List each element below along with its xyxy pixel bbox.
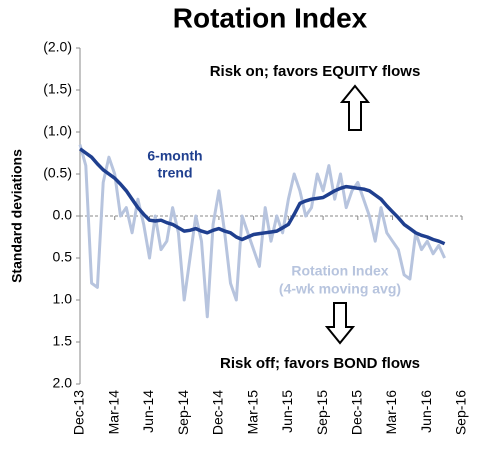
x-tick-label: Sep-15 [314, 390, 330, 435]
x-tick-label: Sep-14 [175, 390, 191, 435]
x-tick-label: Jun-16 [418, 390, 434, 433]
x-tick-label: Dec-13 [71, 390, 87, 435]
y-tick-label: 2.0 [53, 375, 73, 391]
y-tick-label: 1.5 [53, 333, 73, 349]
y-tick-label: (2.0) [43, 39, 72, 55]
y-tick-label: (1.5) [43, 81, 72, 97]
x-tick-label: Sep-16 [453, 390, 469, 435]
y-tick-label: 0.5 [53, 249, 73, 265]
series-label: trend [158, 165, 193, 181]
x-tick-label: Dec-14 [210, 390, 226, 435]
down-arrow [324, 302, 356, 345]
series-line [78, 147, 446, 246]
y-tick-label: (1.0) [43, 123, 72, 139]
y-tick-label: 1.0 [53, 291, 73, 307]
x-tick-label: Jun-15 [279, 390, 295, 433]
up-arrow [339, 84, 371, 131]
x-tick-label: Mar-16 [383, 390, 399, 435]
x-tick-label: Mar-15 [244, 390, 260, 435]
y-axis-label: Standard deviations [9, 149, 25, 283]
annotation: Risk off; favors BOND flows [220, 355, 420, 372]
y-tick-label: 0.0 [53, 207, 73, 223]
series-label: (4-wk moving avg) [279, 281, 401, 297]
x-tick-label: Mar-14 [105, 390, 121, 435]
series-label: 6-month [147, 148, 202, 164]
chart-title: Rotation Index [173, 2, 368, 33]
annotation: Risk on; favors EQUITY flows [210, 63, 421, 80]
y-tick-label: (0.5) [43, 165, 72, 181]
series-label: Rotation Index [291, 263, 388, 279]
x-tick-label: Jun-14 [140, 390, 156, 433]
x-tick-label: Dec-15 [349, 390, 365, 435]
